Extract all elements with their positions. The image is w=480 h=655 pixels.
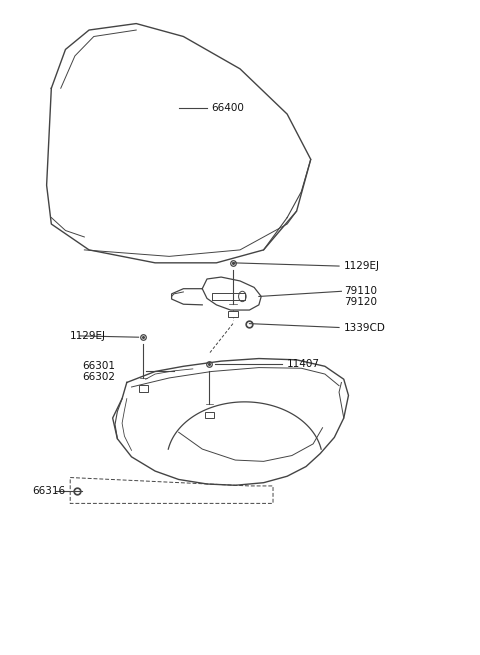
Text: 11407: 11407 [287, 359, 320, 369]
Text: 66316: 66316 [33, 486, 66, 496]
Text: 66400: 66400 [212, 103, 245, 113]
Bar [228, 310, 238, 317]
Text: 66301: 66301 [82, 362, 115, 371]
Text: 1339CD: 1339CD [344, 322, 385, 333]
Text: 79110: 79110 [344, 286, 377, 296]
Bar [204, 411, 214, 418]
Text: 1129EJ: 1129EJ [70, 331, 106, 341]
Bar [139, 385, 148, 392]
Text: 1129EJ: 1129EJ [344, 261, 380, 271]
Text: 79120: 79120 [344, 297, 377, 307]
Text: 66302: 66302 [82, 371, 115, 382]
